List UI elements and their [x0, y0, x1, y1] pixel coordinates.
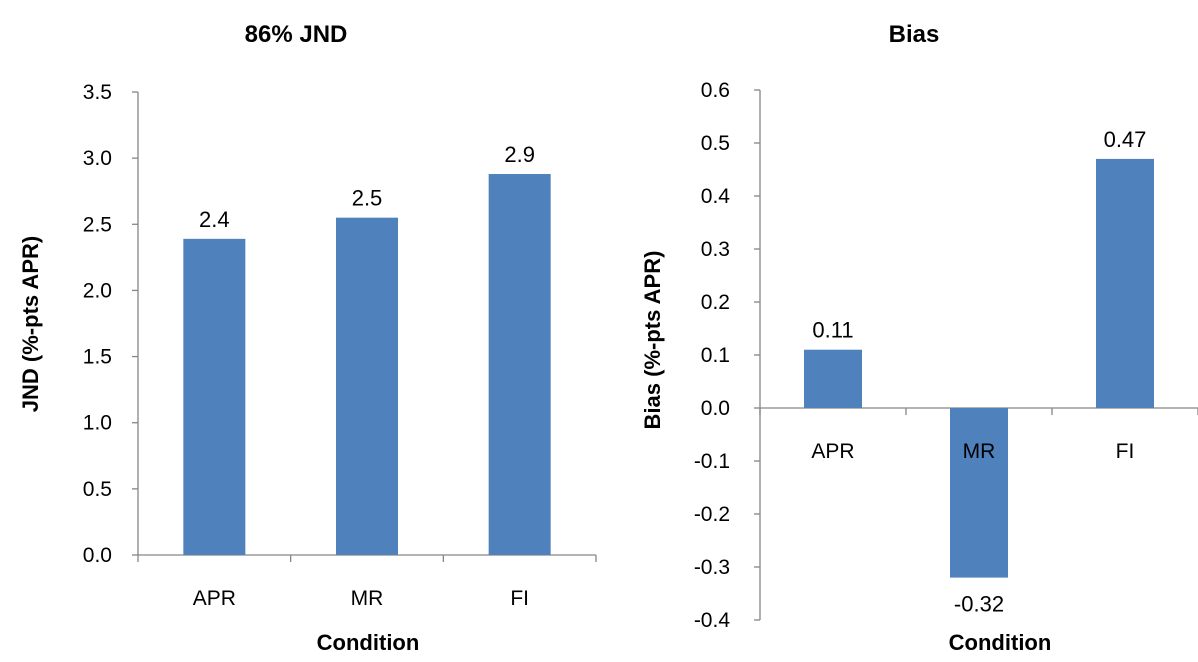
bias-y-tick-label: 0.1	[701, 344, 730, 367]
jnd-y-tick-label: 1.0	[83, 412, 112, 435]
bias-data-label-apr: 0.11	[812, 318, 853, 343]
jnd-y-tick-label: 1.5	[83, 346, 112, 369]
jnd-y-tick-label: 2.0	[83, 279, 112, 302]
bias-chart: Bias Bias (%-pts APR) Condition -0.4 -0.3…	[640, 21, 1198, 655]
bias-y-tick-label: -0.2	[694, 503, 730, 526]
bias-y-tick-label: 0.5	[701, 132, 730, 155]
bias-y-tick-label: -0.1	[694, 450, 730, 473]
bias-chart-xlabel: Condition	[949, 630, 1052, 655]
jnd-chart: 86% JND JND (%-pts APR) Condition 0.0 0.5…	[18, 21, 597, 655]
jnd-y-tick-label: 0.5	[83, 478, 112, 501]
jnd-category-label-mr: MR	[351, 587, 384, 610]
jnd-y-tick-label: 0.0	[83, 544, 112, 567]
jnd-y-tick-label: 3.0	[83, 147, 112, 170]
jnd-bar-apr	[183, 238, 246, 555]
jnd-bar-mr	[336, 217, 398, 555]
bias-category-label-mr: MR	[963, 440, 996, 463]
bias-y-tick-label: 0.3	[701, 238, 730, 261]
jnd-chart-title: 86% JND	[245, 21, 348, 48]
bias-category-label-fi: FI	[1116, 440, 1135, 463]
bias-bar-fi	[1096, 158, 1154, 408]
bias-bar-mr	[950, 408, 1008, 578]
bias-y-tick-label: 0.2	[701, 291, 730, 314]
bias-category-label-apr: APR	[811, 440, 854, 463]
bias-chart-title: Bias	[889, 21, 940, 48]
jnd-chart-xlabel: Condition	[317, 630, 420, 655]
bias-data-label-fi: 0.47	[1104, 127, 1147, 152]
bias-y-tick-label: 0.4	[701, 185, 731, 208]
jnd-data-label-apr: 2.4	[199, 207, 230, 232]
bias-y-tick-label: 0.6	[701, 79, 730, 102]
jnd-chart-ylabel: JND (%-pts APR)	[18, 236, 43, 412]
bias-bar-apr	[804, 349, 862, 408]
jnd-bar-fi	[488, 174, 551, 555]
jnd-category-label-fi: FI	[510, 587, 529, 610]
bias-data-label-mr: -0.32	[954, 592, 1004, 617]
jnd-category-label-apr: APR	[193, 587, 236, 610]
jnd-y-tick-label: 2.5	[83, 213, 112, 236]
bias-y-tick-label: 0.0	[701, 397, 730, 420]
bias-y-tick-label: -0.4	[694, 609, 731, 632]
jnd-data-label-fi: 2.9	[504, 142, 535, 167]
jnd-data-label-mr: 2.5	[352, 186, 383, 211]
bias-chart-ylabel: Bias (%-pts APR)	[640, 251, 665, 430]
jnd-y-tick-label: 3.5	[83, 81, 112, 104]
bias-y-tick-label: -0.3	[694, 556, 730, 579]
